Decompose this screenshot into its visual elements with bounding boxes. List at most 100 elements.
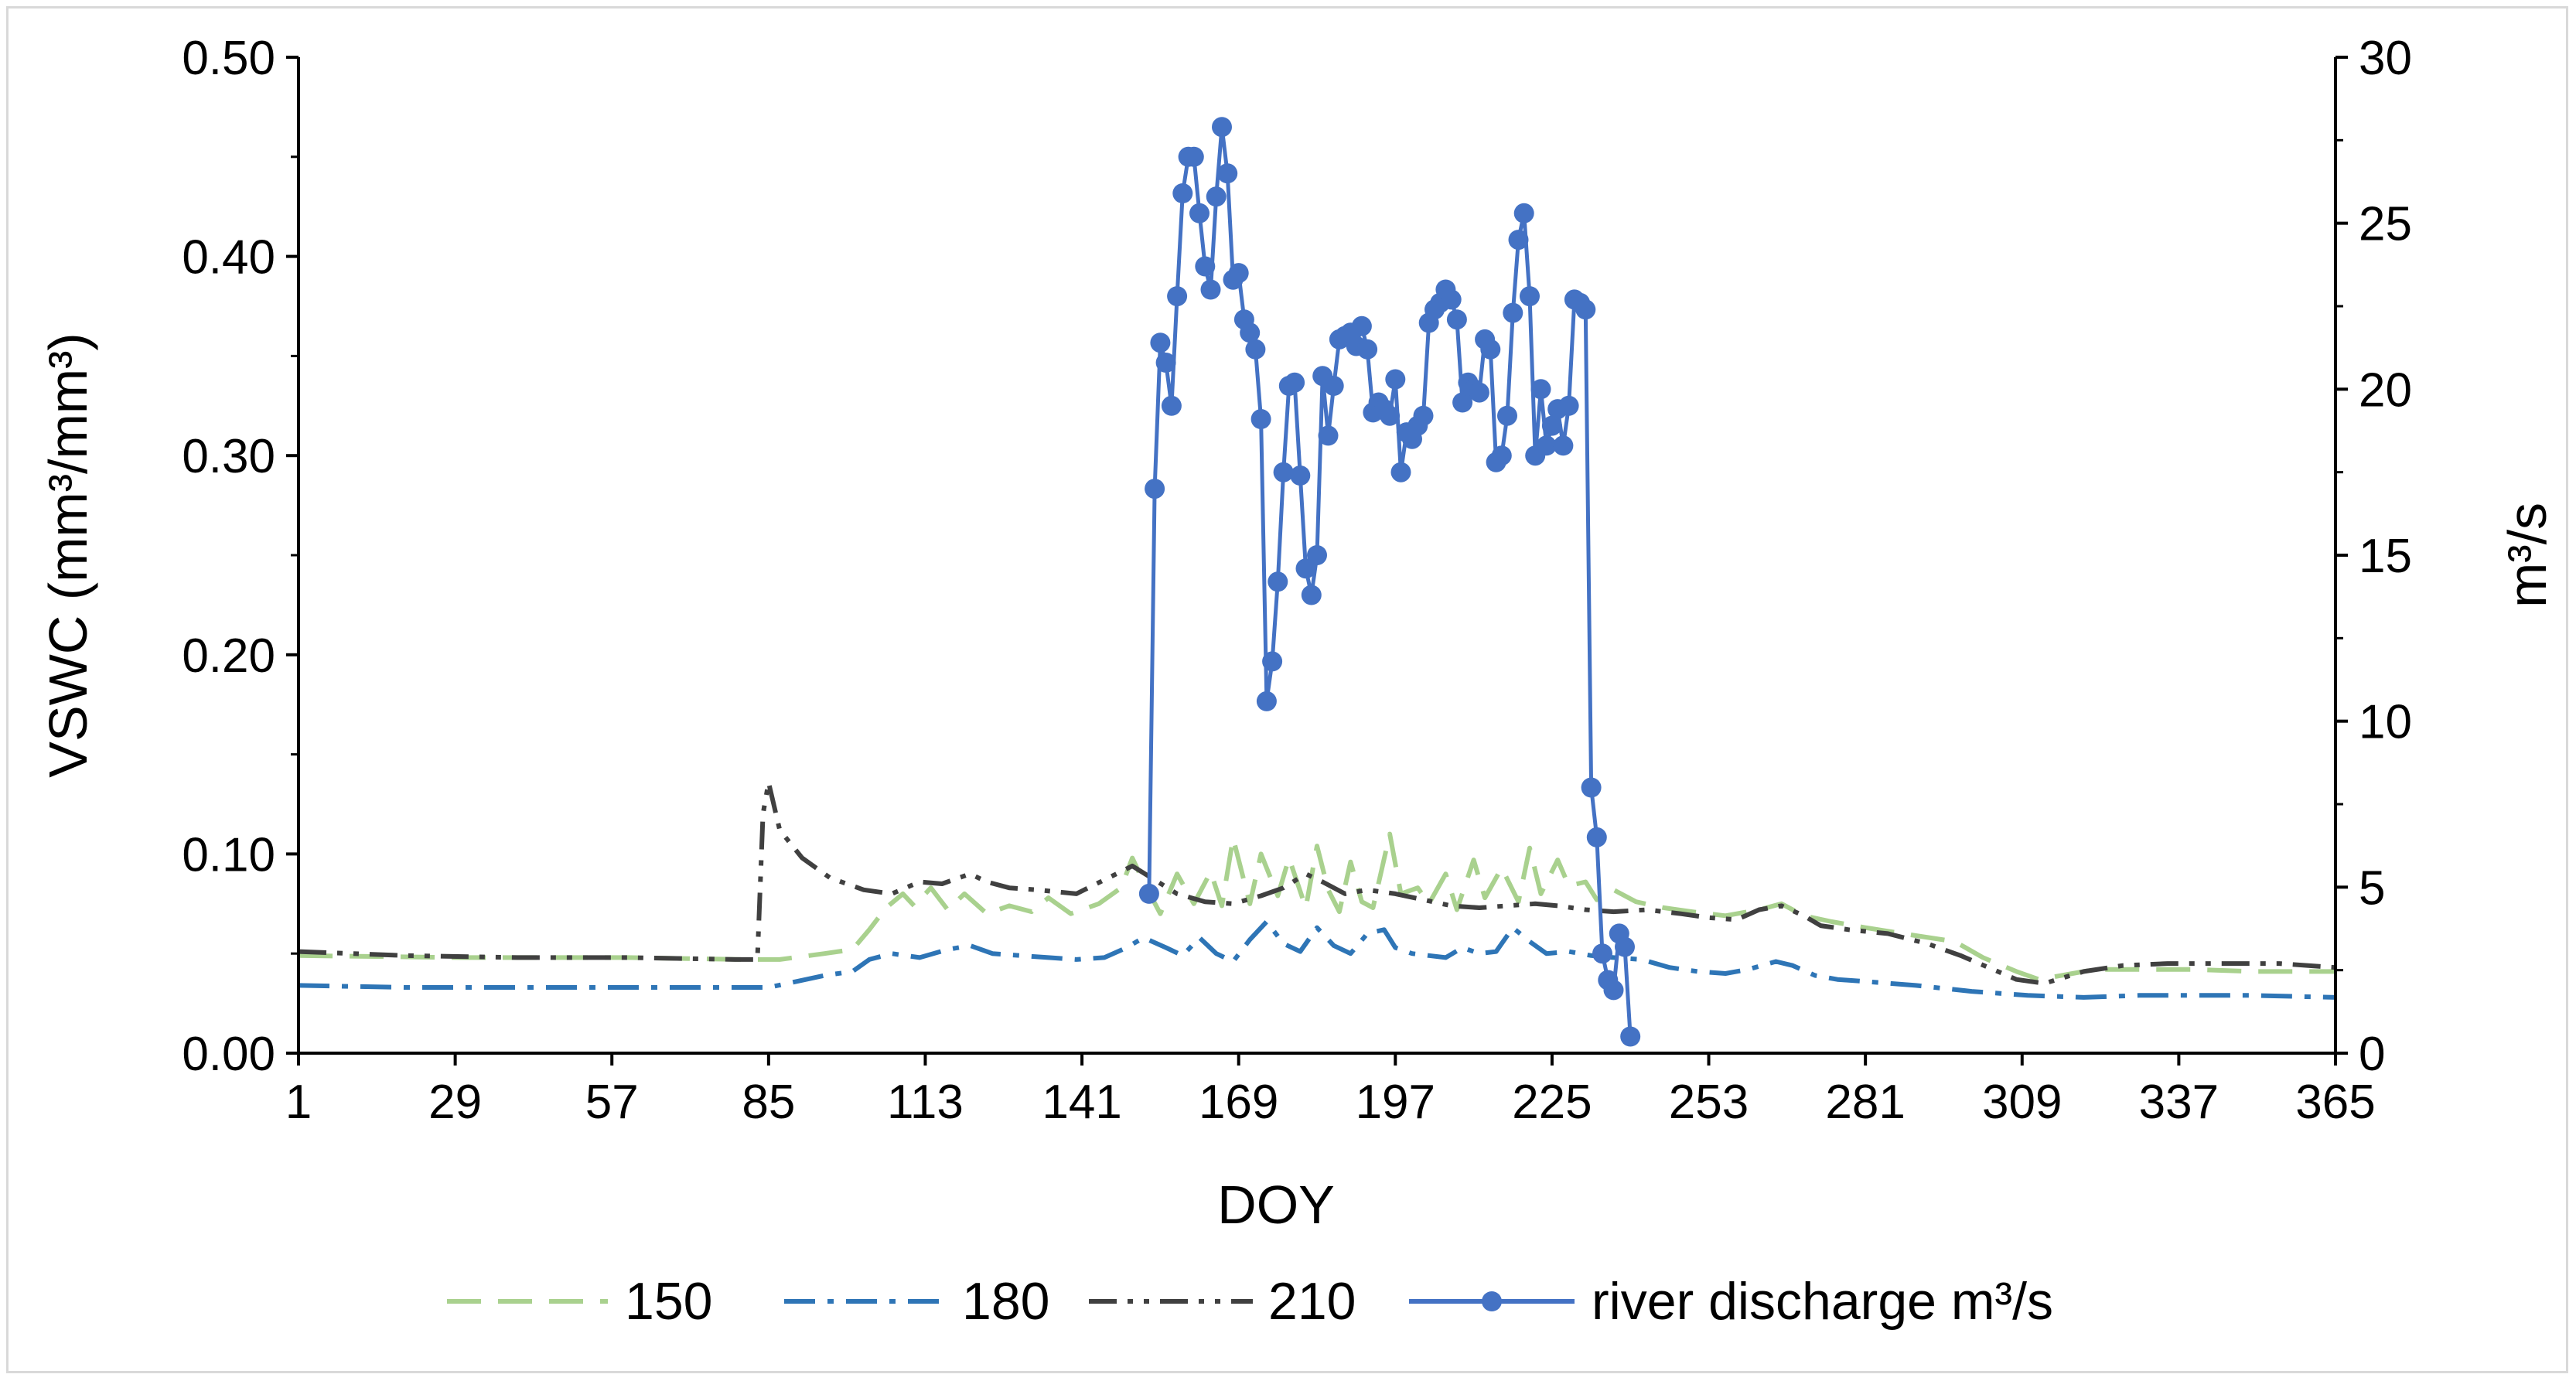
x-tick-label: 169 (1199, 1076, 1278, 1129)
discharge-point (1513, 203, 1534, 223)
discharge-point (1318, 425, 1339, 446)
discharge-point (1530, 379, 1551, 400)
discharge-point (1491, 445, 1512, 466)
discharge-point (1200, 279, 1221, 300)
discharge-point (1592, 943, 1612, 964)
discharge-point (1167, 286, 1188, 307)
discharge-point (1217, 163, 1238, 184)
x-tick-label: 141 (1042, 1076, 1121, 1129)
x-axis-title: DOY (1217, 1175, 1335, 1235)
discharge-point (1285, 372, 1305, 393)
discharge-point (1301, 585, 1322, 605)
tick-labels: 1 29 57 85 113 141 169 197 225 253 281 309 337 365 0.0… (182, 32, 2412, 1129)
discharge-point (1581, 777, 1602, 798)
discharge-point (1250, 409, 1271, 429)
x-tick-label: 29 (428, 1076, 482, 1129)
y-left-axis-title: VSWC (mm³/mm³) (38, 332, 98, 777)
discharge-point (1575, 299, 1596, 320)
y-right-tick-label: 15 (2359, 530, 2412, 583)
x-tick-label: 197 (1356, 1076, 1435, 1129)
discharge-point (1245, 339, 1266, 360)
discharge-point (1357, 339, 1378, 360)
discharge-point (1520, 286, 1540, 307)
y-left-tick-label: 0.00 (182, 1028, 275, 1081)
discharge-point (1452, 392, 1473, 413)
y-right-tick-label: 5 (2359, 861, 2385, 915)
discharge-point (1603, 980, 1624, 1001)
y-right-tick-label: 10 (2359, 696, 2412, 749)
legend-label-150: 150 (625, 1272, 712, 1331)
discharge-point (1323, 376, 1344, 396)
discharge-point (1256, 690, 1277, 711)
discharge-point (1385, 369, 1406, 390)
legend: 150 180 210 river discharge m³/s (447, 1272, 2053, 1331)
discharge-point (1295, 558, 1316, 579)
discharge-point (1536, 435, 1557, 456)
ticks (286, 56, 2348, 1066)
series-line-180 (298, 919, 2336, 1000)
discharge-point (1620, 1026, 1641, 1047)
discharge-point (1189, 203, 1210, 223)
discharge-point (1503, 302, 1523, 323)
y-left-tick-label: 0.50 (182, 32, 275, 85)
discharge-point (1541, 415, 1562, 436)
discharge-point (1497, 405, 1517, 426)
legend-label-180: 180 (962, 1272, 1049, 1331)
plot-series (298, 117, 2336, 1047)
discharge-point (1273, 462, 1294, 482)
discharge-point (1145, 479, 1165, 500)
x-tick-label: 113 (887, 1076, 964, 1129)
discharge-point (1183, 146, 1204, 167)
discharge-point (1558, 395, 1579, 416)
discharge-point (1380, 405, 1401, 426)
x-tick-label: 309 (1982, 1076, 2062, 1129)
y-right-tick-label: 20 (2359, 363, 2412, 417)
discharge-point (1441, 289, 1462, 310)
discharge-point (1195, 256, 1216, 277)
figure-frame (6, 6, 2568, 1373)
y-left-tick-label: 0.40 (182, 231, 275, 285)
y-left-tick-label: 0.30 (182, 430, 275, 483)
discharge-point (1307, 545, 1327, 565)
discharge-point (1150, 332, 1171, 353)
discharge-point (1508, 230, 1529, 251)
y-right-tick-label: 0 (2359, 1028, 2385, 1081)
discharge-point (1390, 462, 1411, 482)
x-tick-label: 225 (1512, 1076, 1592, 1129)
discharge-point (1212, 117, 1232, 138)
legend-marker-river-discharge (1482, 1291, 1502, 1311)
y-left-tick-label: 0.10 (182, 828, 275, 881)
x-tick-label: 337 (2139, 1076, 2219, 1129)
discharge-point (1228, 263, 1249, 284)
discharge-point (1240, 322, 1261, 343)
discharge-point (1586, 827, 1607, 847)
y-left-tick-label: 0.20 (182, 629, 275, 683)
y-right-axis-title: m³/s (2497, 503, 2557, 608)
discharge-point (1138, 883, 1159, 904)
discharge-point (1155, 353, 1176, 373)
discharge-point (1480, 339, 1501, 360)
series-line-210 (298, 779, 2336, 986)
discharge-point (1206, 186, 1227, 207)
x-tick-label: 365 (2295, 1076, 2375, 1129)
discharge-point (1268, 571, 1288, 592)
discharge-point (1615, 936, 1635, 957)
series-line-150 (298, 831, 2335, 982)
discharge-point (1290, 465, 1311, 486)
discharge-point (1413, 405, 1434, 426)
discharge-point (1469, 382, 1489, 403)
x-tick-label: 1 (285, 1076, 312, 1129)
y-right-tick-label: 30 (2359, 32, 2412, 85)
discharge-point (1351, 315, 1372, 336)
x-tick-label: 85 (742, 1076, 795, 1129)
discharge-point (1553, 435, 1574, 456)
x-tick-label: 281 (1825, 1076, 1905, 1129)
y-right-tick-label: 25 (2359, 198, 2412, 251)
legend-label-210: 210 (1268, 1272, 1356, 1331)
discharge-point (1446, 309, 1467, 330)
discharge-point (1262, 651, 1283, 672)
x-tick-label: 253 (1669, 1076, 1749, 1129)
discharge-point (1172, 183, 1193, 203)
discharge-point (1161, 395, 1182, 416)
